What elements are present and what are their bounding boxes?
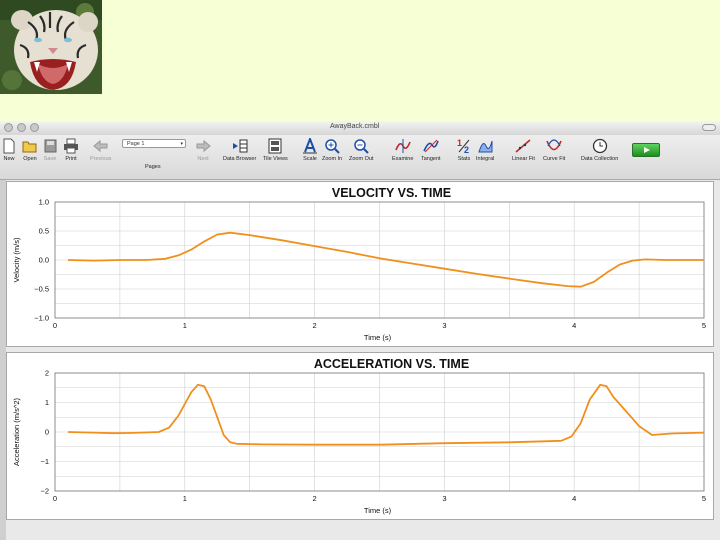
chart-title: ACCELERATION VS. TIME: [314, 357, 469, 371]
plot-frame: [54, 372, 705, 492]
curve-fit-button[interactable]: Curve Fit: [543, 138, 565, 162]
y-tick-label: −2: [40, 487, 49, 496]
save-button[interactable]: Save: [43, 138, 57, 162]
y-axis-label: Acceleration (m/s^2): [12, 397, 21, 466]
zoom-in-icon: [325, 139, 340, 154]
linear-fit-icon: [515, 139, 531, 153]
x-tick-label: 2: [313, 494, 317, 503]
y-tick-label: 2: [45, 369, 49, 378]
tangent-button[interactable]: Tangent: [421, 138, 441, 162]
page-select[interactable]: Page 1 ▾: [122, 139, 186, 148]
logger-pro-window: AwayBack.cmbl New Open Save Print Previo…: [0, 121, 720, 540]
scale-button[interactable]: Scale: [302, 138, 318, 162]
window-title-bar: AwayBack.cmbl: [0, 121, 720, 136]
examine-button[interactable]: Examine: [392, 138, 413, 162]
window-title: AwayBack.cmbl: [330, 123, 380, 130]
zoom-in-button[interactable]: Zoom In: [322, 138, 342, 162]
x-axis-label: Time (s): [364, 333, 392, 342]
chart-title: VELOCITY VS. TIME: [332, 186, 451, 200]
y-tick-label: 0.0: [39, 256, 49, 265]
white-tiger-photo: [0, 0, 102, 94]
open-button[interactable]: Open: [22, 138, 38, 162]
svg-text:1: 1: [457, 138, 462, 148]
pages-label: Pages: [145, 164, 161, 170]
x-tick-label: 1: [183, 321, 187, 330]
page-select-value: Page 1: [127, 141, 145, 147]
y-tick-label: −0.5: [34, 285, 49, 294]
new-document-icon: [3, 138, 15, 154]
curve-fit-icon: [546, 139, 562, 151]
open-folder-icon: [22, 141, 37, 153]
y-tick-label: −1: [40, 457, 49, 466]
toolbar-toggle-button[interactable]: [702, 124, 716, 131]
acceleration-graph-panel[interactable]: ACCELERATION VS. TIME 2 1 0 −1 −2 0 1 2 3 4 5 Time (…: [6, 352, 714, 520]
examine-icon: [394, 139, 411, 153]
svg-text:2: 2: [464, 145, 469, 154]
y-tick-label: 0: [45, 428, 49, 437]
integral-icon: [478, 140, 493, 153]
integral-button[interactable]: Integral: [476, 138, 494, 162]
data-browser-button[interactable]: Data Browser: [223, 138, 256, 162]
tile-views-icon: [268, 138, 282, 154]
acceleration-vs-time-chart[interactable]: ACCELERATION VS. TIME 2 1 0 −1 −2 0 1 2 3 4 5 Time (…: [7, 353, 713, 519]
velocity-graph-panel[interactable]: VELOCITY VS. TIME 1.0 0.5 0.0 −0.5 −1.0 0 1 2 3 4 5…: [6, 181, 714, 347]
x-tick-label: 5: [702, 494, 706, 503]
new-button[interactable]: New: [2, 138, 16, 162]
linear-fit-button[interactable]: Linear Fit: [512, 138, 535, 162]
printer-icon: [64, 138, 78, 154]
data-browser-icon: [232, 139, 248, 153]
zoom-out-button[interactable]: Zoom Out: [349, 138, 373, 162]
x-axis-label: Time (s): [364, 506, 392, 515]
y-axis-label: Velocity (m/s): [12, 237, 21, 283]
chevron-down-icon: ▾: [180, 141, 183, 147]
previous-page-button[interactable]: Previous: [90, 138, 111, 162]
collect-button[interactable]: [632, 143, 660, 157]
arrow-right-icon: [196, 139, 211, 153]
toolbar: New Open Save Print Previous Page 1 ▾ Pa…: [0, 135, 720, 180]
clock-icon: [592, 138, 607, 154]
y-tick-label: −1.0: [34, 314, 49, 323]
left-panel-edge: [0, 180, 6, 540]
arrow-left-icon: [92, 139, 108, 153]
zoom-out-icon: [354, 139, 369, 154]
data-series-line: [67, 231, 704, 288]
data-series-line: [67, 383, 705, 446]
tile-views-button[interactable]: Tile Views: [263, 138, 288, 162]
y-tick-label: 1.0: [39, 198, 49, 207]
x-tick-label: 4: [572, 321, 576, 330]
data-collection-button[interactable]: Data Collection: [581, 138, 618, 162]
y-tick-label: 1: [45, 398, 49, 407]
x-tick-label: 4: [572, 494, 576, 503]
x-tick-label: 0: [53, 494, 57, 503]
tangent-icon: [423, 139, 439, 153]
minimize-window-button[interactable]: [17, 123, 26, 132]
x-tick-label: 2: [313, 321, 317, 330]
zoom-window-button[interactable]: [30, 123, 39, 132]
x-tick-label: 1: [183, 494, 187, 503]
next-page-button[interactable]: Next: [195, 138, 211, 162]
velocity-vs-time-chart[interactable]: VELOCITY VS. TIME 1.0 0.5 0.0 −0.5 −1.0 0 1 2 3 4 5…: [7, 182, 713, 346]
save-disk-icon: [44, 139, 57, 153]
x-tick-label: 0: [53, 321, 57, 330]
x-tick-label: 3: [442, 321, 446, 330]
print-button[interactable]: Print: [63, 138, 79, 162]
close-window-button[interactable]: [4, 123, 13, 132]
x-tick-label: 3: [442, 494, 446, 503]
autoscale-icon: [303, 138, 317, 154]
y-tick-label: 0.5: [39, 227, 49, 236]
stats-icon: 12: [457, 138, 470, 154]
x-tick-label: 5: [702, 321, 706, 330]
